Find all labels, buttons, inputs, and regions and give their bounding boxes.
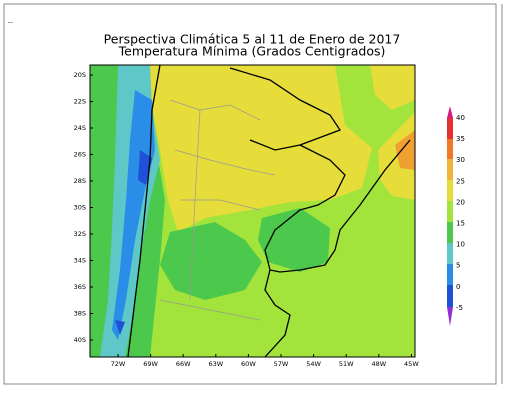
corner-mark: -- (8, 18, 13, 26)
longitude-label: 69W (143, 360, 158, 368)
longitude-label: 48W (371, 360, 386, 368)
map-border (89, 64, 416, 358)
longitude-label: 54W (306, 360, 321, 368)
latitude-label: 20S (74, 71, 86, 79)
latitude-label: 28S (74, 177, 86, 185)
colorbar-label: -5 (456, 304, 463, 312)
latitude-label: 40S (74, 336, 86, 344)
longitude-label: 66W (176, 360, 191, 368)
longitude-label: 57W (274, 360, 289, 368)
latitude-label: 32S (74, 230, 86, 238)
longitude-label: 63W (208, 360, 223, 368)
map-subtitle: Temperatura Mínima (Grados Centigrados) (118, 44, 386, 59)
latitude-label: 22S (74, 98, 86, 106)
colorbar-label: 40 (456, 114, 465, 122)
colorbar-label: 25 (456, 177, 465, 185)
latitude-label: 34S (74, 257, 86, 265)
latitude-label: 24S (74, 124, 86, 132)
colorbar-label: 20 (456, 198, 465, 206)
longitude-label: 72W (111, 360, 126, 368)
map-title: Perspectiva Climática 5 al 11 de Enero d… (104, 32, 401, 47)
colorbar-label: 5 (456, 262, 460, 270)
colorbar (447, 106, 453, 326)
longitude-label: 60W (241, 360, 256, 368)
colorbar-label: 15 (456, 220, 465, 228)
latitude-label: 38S (74, 310, 86, 318)
latitude-label: 36S (74, 283, 86, 291)
map-field (90, 65, 415, 357)
longitude-label: 45W (404, 360, 419, 368)
frame (3, 3, 497, 385)
colorbar-label: 30 (456, 156, 465, 164)
colorbar-label: 0 (456, 283, 460, 291)
latitude-label: 26S (74, 151, 86, 159)
longitude-label: 51W (339, 360, 354, 368)
latitude-label: 30S (74, 204, 86, 212)
colorbar-label: 10 (456, 241, 465, 249)
colorbar-label: 35 (456, 135, 465, 143)
